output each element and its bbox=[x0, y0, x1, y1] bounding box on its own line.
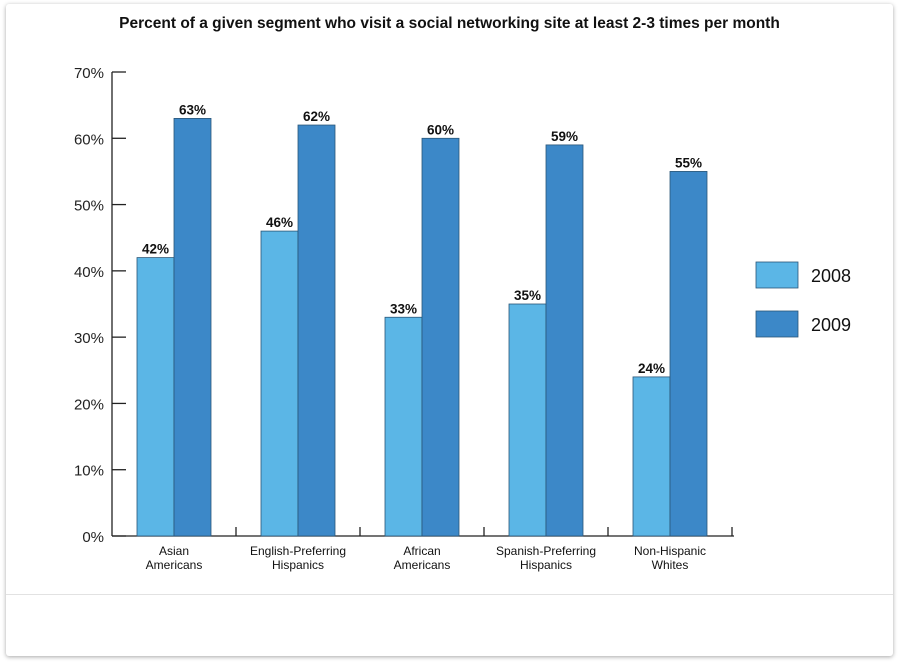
y-tick-label: 10% bbox=[74, 463, 104, 480]
bar-2009 bbox=[297, 124, 336, 537]
x-category-label: Spanish-Preferring bbox=[496, 544, 596, 558]
y-tick-label: 20% bbox=[74, 396, 104, 413]
chart-card: Percent of a given segment who visit a s… bbox=[6, 4, 893, 656]
legend-swatch-2009 bbox=[755, 310, 799, 338]
x-category-label: Non-Hispanic bbox=[634, 544, 706, 558]
y-tick-label: 50% bbox=[74, 198, 104, 215]
x-category-label: English-Preferring bbox=[250, 544, 346, 558]
bar-chart: 0%10%20%30%40%50%60%70%42%63%AsianAmeric… bbox=[74, 65, 851, 572]
bar-2009 bbox=[545, 144, 584, 537]
bar-data-label: 62% bbox=[303, 109, 330, 124]
bar-2009 bbox=[421, 137, 460, 537]
bar-data-label: 63% bbox=[179, 102, 206, 117]
bar-2009 bbox=[173, 118, 212, 537]
bar-2008 bbox=[260, 230, 299, 537]
legend-label-2009: 2009 bbox=[811, 315, 851, 335]
x-category-label: Americans bbox=[146, 558, 203, 572]
bar-2008 bbox=[632, 376, 671, 537]
y-tick-label: 70% bbox=[74, 65, 104, 82]
bar-data-label: 33% bbox=[390, 301, 417, 316]
x-category-label: Hispanics bbox=[520, 558, 572, 572]
y-tick-label: 40% bbox=[74, 264, 104, 281]
x-category-label: Asian bbox=[159, 544, 189, 558]
chart-title: Percent of a given segment who visit a s… bbox=[119, 15, 780, 32]
y-tick-label: 0% bbox=[82, 529, 104, 546]
bar-data-label: 24% bbox=[638, 361, 665, 376]
bar-data-label: 60% bbox=[427, 122, 454, 137]
legend-swatch-2008 bbox=[755, 261, 799, 289]
bar-data-label: 55% bbox=[675, 155, 702, 170]
bar-2008 bbox=[508, 303, 547, 537]
x-category-label: Whites bbox=[652, 558, 689, 572]
x-category-label: African bbox=[403, 544, 440, 558]
y-tick-label: 60% bbox=[74, 131, 104, 148]
y-tick-label: 30% bbox=[74, 330, 104, 347]
bar-data-label: 46% bbox=[266, 215, 293, 230]
footer-divider bbox=[6, 594, 893, 595]
x-category-label: Hispanics bbox=[272, 558, 324, 572]
x-category-label: Americans bbox=[394, 558, 451, 572]
bar-data-label: 42% bbox=[142, 242, 169, 257]
bar-2009 bbox=[669, 171, 708, 537]
bar-data-label: 35% bbox=[514, 288, 541, 303]
bar-2008 bbox=[384, 316, 423, 537]
legend-label-2008: 2008 bbox=[811, 266, 851, 286]
bar-data-label: 59% bbox=[551, 129, 578, 144]
bar-2008 bbox=[136, 257, 175, 537]
